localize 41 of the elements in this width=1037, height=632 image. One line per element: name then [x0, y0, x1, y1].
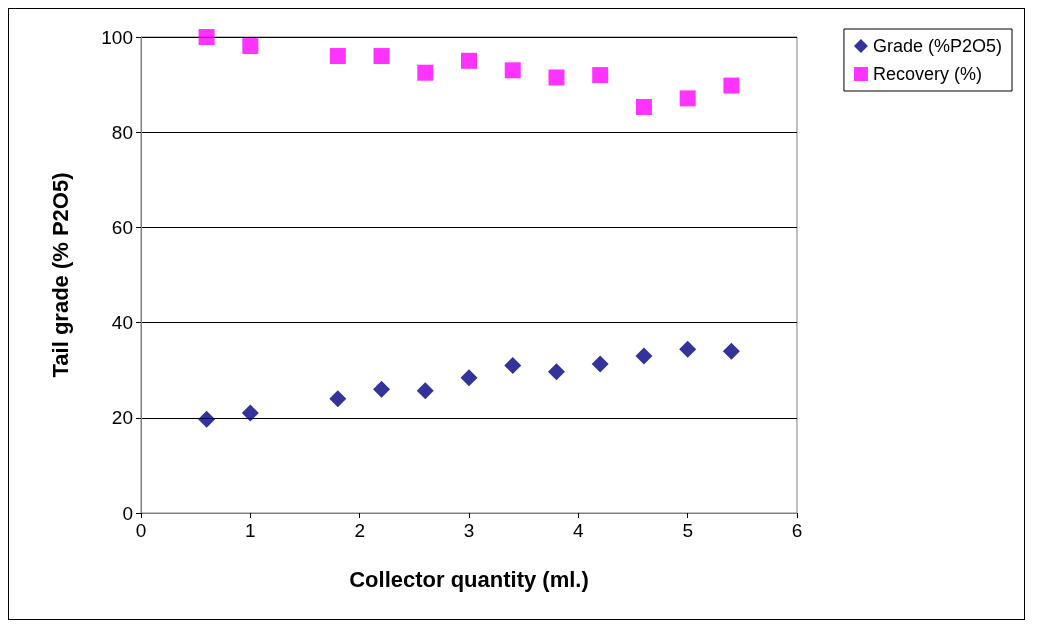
- x-axis-title: Collector quantity (ml.): [349, 566, 589, 592]
- y-axis-title: Tail grade (% P2O5): [47, 172, 73, 378]
- point: [504, 356, 522, 374]
- x-tick-label: 2: [354, 520, 365, 541]
- y-tick-label: 60: [111, 216, 133, 238]
- x-tick-label: 3: [463, 520, 475, 541]
- x-tick-label: 0: [135, 520, 147, 541]
- point: [460, 369, 478, 387]
- point: [548, 69, 565, 86]
- point: [373, 380, 391, 398]
- point: [329, 48, 346, 65]
- point: [416, 382, 434, 400]
- point: [547, 363, 565, 381]
- y-tick-label: 40: [111, 312, 133, 334]
- x-tick-label: 6: [791, 520, 803, 541]
- y-tick-label: 100: [101, 26, 133, 48]
- point: [635, 98, 652, 115]
- legend-label: Recovery (%): [872, 64, 982, 84]
- point: [198, 29, 215, 45]
- point: [592, 67, 609, 84]
- point: [635, 347, 653, 365]
- point: [504, 62, 521, 79]
- point: [461, 52, 477, 69]
- y-tick-label: 0: [122, 502, 133, 524]
- y-tick-label: 20: [111, 407, 133, 429]
- point: [679, 340, 697, 358]
- x-tick-label: 5: [682, 520, 693, 541]
- point: [591, 355, 609, 373]
- legend-label: Grade (%P2O5): [872, 36, 1003, 56]
- point: [242, 38, 259, 55]
- y-tick-label: 80: [111, 121, 133, 143]
- point: [329, 390, 347, 408]
- point: [417, 64, 434, 81]
- point: [723, 77, 740, 94]
- point: [198, 410, 216, 428]
- point: [722, 342, 740, 360]
- point: [679, 90, 696, 107]
- point: [241, 404, 259, 422]
- point: [373, 48, 390, 65]
- x-tick-label: 4: [573, 520, 585, 541]
- x-tick-label: 1: [245, 520, 256, 541]
